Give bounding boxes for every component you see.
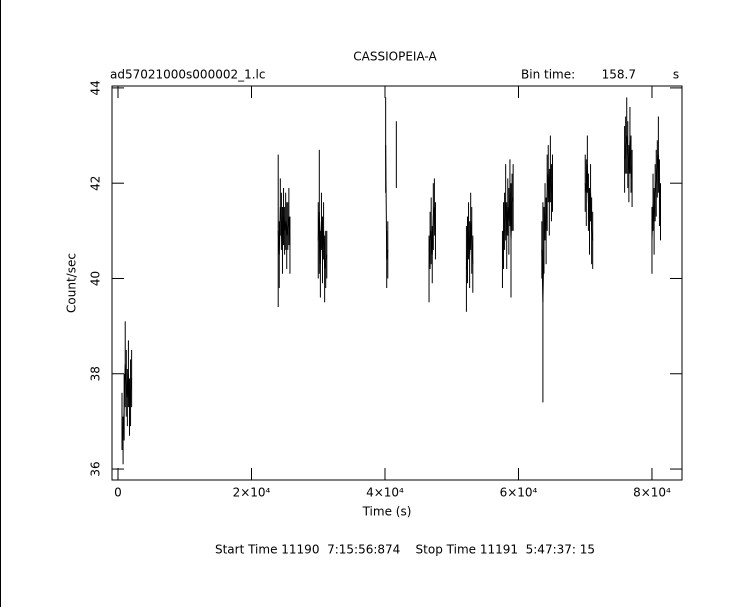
bin-time-label: Bin time: [521, 68, 575, 82]
y-tick-label: 38 [89, 366, 103, 381]
y-tick-label: 36 [89, 461, 103, 476]
plot-frame [111, 85, 683, 481]
x-tick-label: 0 [114, 486, 122, 500]
y-tick-label: 40 [89, 271, 103, 286]
chart-title: CASSIOPEIA-A [353, 50, 437, 64]
y-axis-label: Count/sec [65, 253, 79, 313]
data-line [121, 135, 662, 441]
y-tick-label: 42 [89, 176, 103, 191]
x-tick-label: 8×10⁴ [633, 486, 671, 500]
x-axis-label: Time (s) [362, 505, 412, 519]
file-label: ad57021000s000002_1.lc [110, 68, 266, 82]
x-tick-label: 2×10⁴ [233, 486, 271, 500]
bin-time-unit: s [673, 68, 679, 82]
bin-time: 158.7 [602, 68, 636, 82]
footer: Start Time 11190 7:15:56:874 Stop Time 1… [215, 543, 595, 557]
y-tick-label: 44 [89, 80, 103, 95]
x-tick-label: 4×10⁴ [366, 486, 404, 500]
x-tick-label: 6×10⁴ [500, 486, 538, 500]
